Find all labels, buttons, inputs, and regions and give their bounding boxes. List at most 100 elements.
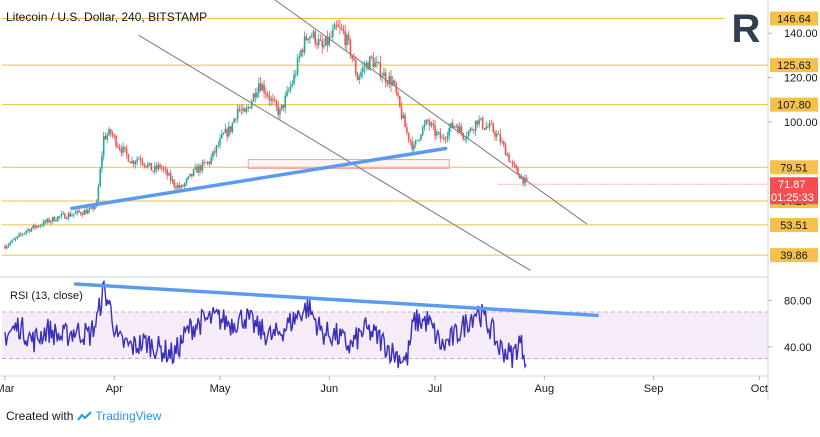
x-tick-label-4: Jul xyxy=(428,383,442,395)
candle-body-46 xyxy=(85,210,87,214)
candle-body-53 xyxy=(97,186,100,202)
x-tick-label-1: Apr xyxy=(106,383,123,395)
candle-body-216 xyxy=(384,72,387,83)
candle-body-132 xyxy=(236,108,239,119)
level-label-5: 53.51 xyxy=(780,220,808,232)
candle-body-61 xyxy=(111,133,114,136)
candle-body-4 xyxy=(11,239,13,243)
candle-body-15 xyxy=(30,228,33,232)
candle-body-210 xyxy=(374,62,376,68)
candle-body-284 xyxy=(504,144,507,156)
candle-body-171 xyxy=(305,36,308,41)
countdown-label: 01:25:33 xyxy=(771,192,814,204)
level-label-bg-6 xyxy=(770,248,818,263)
candle-body-45 xyxy=(83,210,86,215)
candle-body-78 xyxy=(141,161,144,164)
candle-body-20 xyxy=(39,225,42,227)
candle-body-225 xyxy=(400,106,403,119)
candle-body-114 xyxy=(205,162,207,164)
tradingview-link[interactable]: TradingView xyxy=(95,409,162,423)
candle-body-221 xyxy=(393,80,396,84)
candle-body-233 xyxy=(414,140,417,145)
trendline-channel-lower xyxy=(138,34,531,271)
candle-body-24 xyxy=(46,218,49,223)
candle-body-62 xyxy=(113,135,116,137)
candle-body-68 xyxy=(124,146,126,149)
candle-body-278 xyxy=(494,131,496,137)
candle-body-110 xyxy=(198,165,200,173)
candle-body-112 xyxy=(201,162,204,171)
candle-body-279 xyxy=(495,133,498,137)
candle-body-197 xyxy=(351,55,354,59)
candle-body-152 xyxy=(272,98,274,101)
candle-body-106 xyxy=(191,173,193,176)
candle-body-286 xyxy=(508,154,510,162)
candle-body-131 xyxy=(235,118,237,120)
level-label-6: 39.86 xyxy=(780,250,808,262)
candle-body-249 xyxy=(443,137,445,139)
candle-body-13 xyxy=(27,229,29,231)
candle-body-137 xyxy=(245,108,248,112)
candle-body-55 xyxy=(101,155,103,169)
candle-body-223 xyxy=(397,92,399,97)
candle-body-27 xyxy=(51,217,54,222)
brand-logo: R xyxy=(725,6,767,51)
candle-body-77 xyxy=(139,158,142,162)
candle-body-175 xyxy=(312,31,315,37)
candle-body-198 xyxy=(353,58,355,61)
candle-body-75 xyxy=(136,159,138,162)
candle-body-172 xyxy=(307,38,309,41)
candle-body-185 xyxy=(330,36,332,38)
candle-body-84 xyxy=(152,170,154,172)
x-tick-label-5: Aug xyxy=(535,383,555,395)
candle-body-92 xyxy=(166,169,168,176)
candle-body-156 xyxy=(279,109,281,115)
footer: Created with TradingView xyxy=(6,407,161,425)
candle-body-21 xyxy=(41,225,43,227)
candle-body-166 xyxy=(296,58,299,75)
candle-body-265 xyxy=(471,128,473,131)
candle-body-184 xyxy=(328,36,331,46)
candle-body-118 xyxy=(212,151,214,158)
candle-body-69 xyxy=(125,148,128,155)
candle-body-66 xyxy=(120,148,123,153)
candle-body-229 xyxy=(407,132,410,140)
candle-body-87 xyxy=(157,164,160,169)
candle-body-230 xyxy=(409,139,412,142)
candle-body-103 xyxy=(185,179,188,184)
candle-body-136 xyxy=(243,108,246,112)
created-with-text: Created with xyxy=(6,409,74,423)
level-label-3: 79.51 xyxy=(780,162,808,174)
rsi-y-tick-label-0: 40.00 xyxy=(784,342,812,354)
candle-body-294 xyxy=(522,176,524,184)
candle-body-195 xyxy=(347,34,350,41)
candle-body-14 xyxy=(28,229,31,232)
candle-body-1 xyxy=(5,246,8,249)
candle-body-35 xyxy=(65,218,68,220)
candle-body-211 xyxy=(376,61,378,63)
candle-body-259 xyxy=(460,126,463,134)
rsi-series xyxy=(4,279,527,369)
candle-body-97 xyxy=(175,186,177,189)
candle-body-128 xyxy=(229,126,232,132)
candle-body-208 xyxy=(370,56,373,58)
candle-body-115 xyxy=(206,161,209,164)
rsi-line xyxy=(4,279,527,369)
candle-body-235 xyxy=(418,139,420,141)
candle-body-163 xyxy=(291,83,294,86)
candle-body-218 xyxy=(388,76,391,85)
candle-body-178 xyxy=(317,39,320,45)
candle-body-145 xyxy=(259,83,262,91)
candle-body-151 xyxy=(270,98,272,101)
candle-body-100 xyxy=(180,185,183,188)
price-labels: 146.64125.63107.8079.5164.2953.5139.8671… xyxy=(498,11,818,263)
candle-body-139 xyxy=(249,106,251,109)
candle-body-121 xyxy=(217,145,220,146)
candle-body-287 xyxy=(510,161,512,163)
candle-body-39 xyxy=(72,213,75,216)
candle-body-60 xyxy=(109,129,112,134)
candle-body-113 xyxy=(203,162,205,163)
candle-body-226 xyxy=(402,115,405,119)
candle-body-6 xyxy=(14,238,17,240)
candle-body-98 xyxy=(176,185,179,189)
